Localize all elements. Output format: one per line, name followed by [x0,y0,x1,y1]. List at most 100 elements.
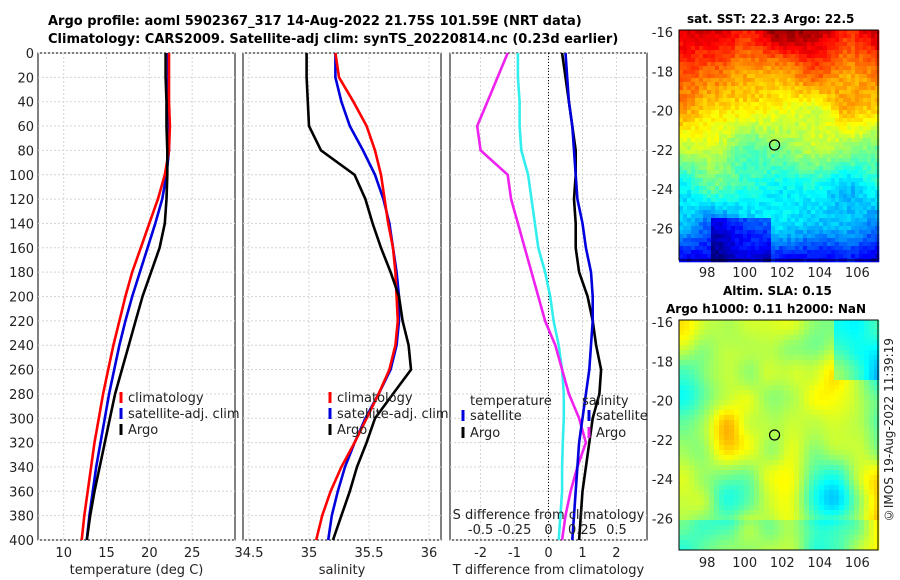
x-axis-label: T difference from climatology [452,563,645,578]
y-tick-label: 380 [9,510,34,525]
x-tick-label: 1 [578,546,586,561]
secondary-x-tick-label: 0.25 [568,523,597,538]
map-y-tick-label: -18 [652,355,673,370]
series-line-argo [305,53,413,541]
y-tick-label: 180 [9,266,34,281]
map-x-tick-label: 104 [807,556,832,571]
x-tick-label: 36 [421,546,438,561]
legend-label: Argo [596,426,626,441]
y-tick-label: 60 [17,120,34,135]
sla-map-subtitle: Argo h1000: 0.11 h2000: NaN [666,302,867,316]
x-axis-label: temperature (deg C) [70,563,204,578]
y-tick-label: 220 [9,315,34,330]
y-tick-label: 200 [9,291,34,306]
x-tick-label: -2 [474,546,487,561]
legend-title-temperature: temperature [470,394,552,409]
x-tick-label: 35 [301,546,318,561]
secondary-x-tick-label: 0 [544,523,552,538]
profile-panel-1: 34.5 35 35.5 36 salinity climatologysatellite… [235,52,449,578]
map-y-tick-label: -22 [652,434,673,449]
map-x-tick-label: 100 [732,266,757,281]
sla-heatmap-cells [679,320,880,551]
map-x-tick-label: 102 [770,266,795,281]
x-tick-label: -1 [508,546,521,561]
x-tick-label: 2 [612,546,620,561]
map-x-tick-label: 98 [699,266,716,281]
x-tick-label: 34.5 [235,546,264,561]
y-tick-label: 140 [9,217,34,232]
profile-panel-0: 0 20 40 60 80 100 120 140 160 180 200 220 240 260 280 3… [9,47,239,578]
map-y-tick-label: -22 [652,144,673,159]
map-x-tick-label: 102 [770,556,795,571]
argo-location-marker [768,429,781,441]
legend-label: satellite [596,409,648,424]
series-line-climatology [314,52,400,541]
sst-map-frame [678,29,879,261]
map-y-tick-label: -20 [652,105,673,120]
sla-map-frame [678,319,879,551]
map-y-tick-label: -26 [652,223,673,238]
legend-label: satellite [470,409,522,424]
sla-map-title: Altim. SLA: 0.15 [723,284,832,298]
sla-map: 98 100 102 104 106 -16 -18 -20 -22 -24 -26 [652,316,880,571]
y-tick-label: 300 [9,412,34,427]
map-y-tick-label: -16 [652,316,673,331]
series-line-climatology [80,53,172,541]
legend-label: climatology [337,391,413,406]
legend-label: satellite-adj. clim [128,407,240,422]
legend-label: climatology [128,391,204,406]
copyright-text: ©IMOS 19-Aug-2022 11:39:19 [882,338,896,523]
y-tick-label: 20 [17,71,34,86]
legend-label: Argo [337,423,367,438]
y-tick-label: 360 [9,485,34,500]
x-axis-label: salinity [319,563,366,578]
map-y-tick-label: -24 [652,473,673,488]
x-tick-label: 20 [141,546,158,561]
y-tick-label: 340 [9,461,34,476]
figure-title-line2: Climatology: CARS2009. Satellite-adj cli… [48,32,619,47]
sst-map: 98 100 102 104 106 -16 -18 -20 -22 -24 -26 [652,26,880,281]
series-line-argo [85,53,169,541]
x-tick-label: 0 [544,546,552,561]
map-y-tick-label: -16 [652,26,673,41]
legend-label: Argo [128,423,158,438]
map-y-tick-label: -18 [652,65,673,80]
secondary-x-axis-label: S difference from climatology [453,508,645,523]
x-tick-label: 25 [184,546,201,561]
y-tick-label: 260 [9,364,34,379]
figure-title-line1: Argo profile: aoml 5902367_317 14-Aug-20… [48,14,582,29]
legend-title-salinity: salinity [582,394,629,409]
x-tick-label: 35.5 [355,546,384,561]
series-line-s-diff-satellite [564,52,595,541]
map-x-tick-label: 106 [845,556,870,571]
y-tick-label: 400 [9,534,34,549]
secondary-x-tick-label: -0.25 [498,523,532,538]
sst-heatmap-cells [679,30,880,263]
map-y-tick-label: -26 [652,513,673,528]
y-tick-label: 100 [9,169,34,184]
y-tick-label: 320 [9,437,34,452]
legend-label: satellite-adj. clim [337,407,449,422]
argo-location-marker [768,139,781,151]
profile-panel-2: -2 -1 0 1 2 T difference from climatology S di… [449,52,648,578]
y-tick-label: 280 [9,388,34,403]
secondary-x-tick-label: 0.5 [606,523,627,538]
sst-map-title: sat. SST: 22.3 Argo: 22.5 [687,12,855,26]
x-tick-label: 10 [55,546,72,561]
legend-label: Argo [470,426,500,441]
map-y-tick-label: -20 [652,395,673,410]
map-x-tick-label: 104 [807,266,832,281]
y-tick-label: 120 [9,193,34,208]
series-line-t-diff-argo [516,53,566,541]
x-tick-label: 15 [98,546,115,561]
y-tick-label: 40 [17,96,34,111]
y-tick-label: 240 [9,339,34,354]
y-tick-label: 0 [26,47,34,62]
y-tick-label: 80 [17,144,34,159]
map-y-tick-label: -24 [652,183,673,198]
map-x-tick-label: 106 [845,266,870,281]
map-x-tick-label: 98 [699,556,716,571]
y-tick-label: 160 [9,242,34,257]
secondary-x-tick-label: -0.5 [468,523,493,538]
